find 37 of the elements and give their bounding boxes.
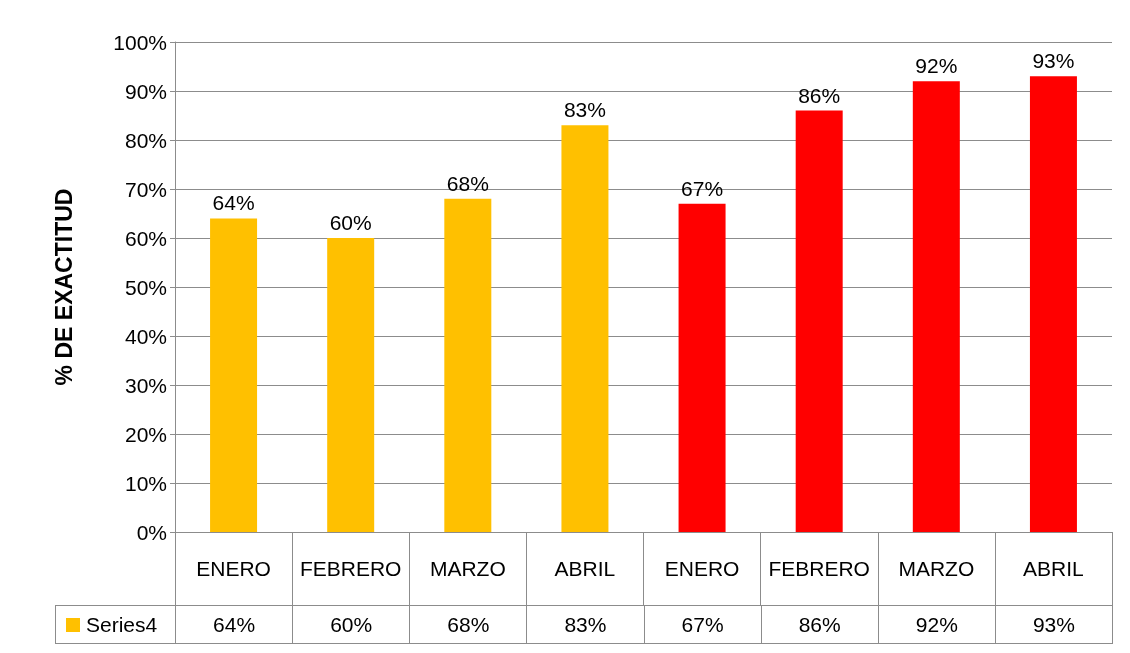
x-tick-label: MARZO xyxy=(429,557,506,580)
y-tick-label: 100% xyxy=(113,30,167,54)
y-tick-label: 50% xyxy=(124,275,167,299)
y-tick-label: 10% xyxy=(124,471,167,495)
text: 67% xyxy=(681,176,724,200)
y-tick-label: 60% xyxy=(124,226,167,250)
text: 93% xyxy=(1032,49,1075,73)
data-label: 86% xyxy=(760,605,879,644)
text: 92% xyxy=(915,54,958,78)
text: 86% xyxy=(798,83,841,107)
x-tick-label: FEBRERO xyxy=(768,557,870,580)
x-tick-label: MARZO xyxy=(898,557,975,580)
data-label: 83% xyxy=(526,605,645,644)
data-label: 92% xyxy=(877,605,996,644)
data-label: 93% xyxy=(994,605,1113,644)
data-label: 60% xyxy=(292,605,411,644)
data-label: 64% xyxy=(175,605,294,644)
text: 64% xyxy=(212,191,255,215)
text: 83% xyxy=(563,98,606,122)
y-tick-label: 30% xyxy=(124,373,167,397)
y-axis-title: % DE EXACTITUD xyxy=(50,188,77,386)
x-tick-label: ABRIL xyxy=(554,557,616,580)
y-tick-label: 90% xyxy=(124,79,167,103)
data-label: 68% xyxy=(409,605,528,644)
x-tick-label: ABRIL xyxy=(1023,557,1084,580)
text: 68% xyxy=(446,171,489,195)
x-tick-label: FEBRERO xyxy=(299,557,402,580)
legend-label: Series4 xyxy=(86,612,158,637)
x-tick-label: ENERO xyxy=(664,557,740,580)
y-tick-label: 70% xyxy=(124,177,167,201)
y-tick-label: 80% xyxy=(124,128,167,152)
text: 60% xyxy=(329,211,372,234)
x-tick-label: ENERO xyxy=(196,557,271,580)
y-tick-label: 0% xyxy=(136,520,167,544)
y-tick-label: 40% xyxy=(124,324,167,348)
y-tick-label: 20% xyxy=(124,422,167,446)
data-label: 67% xyxy=(643,605,762,644)
